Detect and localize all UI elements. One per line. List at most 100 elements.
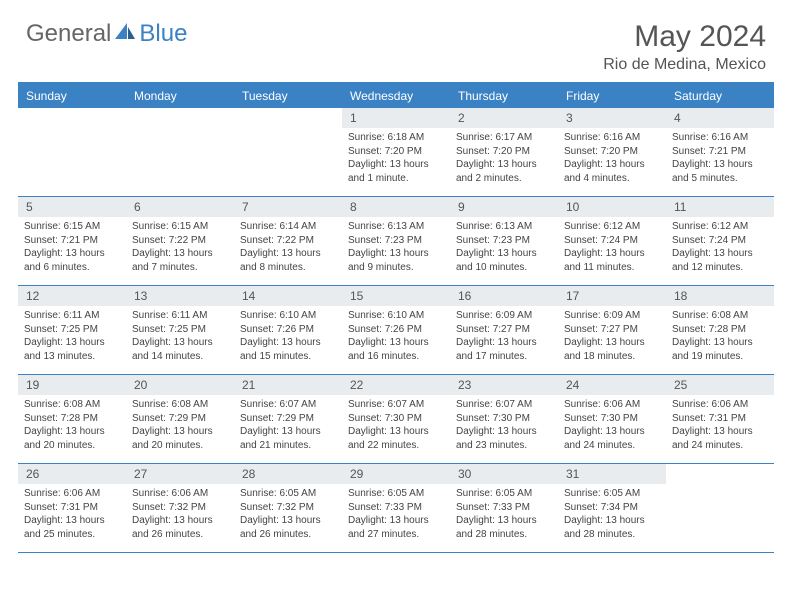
sunrise-text: Sunrise: 6:06 AM (564, 398, 660, 412)
day-content: Sunrise: 6:16 AMSunset: 7:20 PMDaylight:… (558, 128, 666, 189)
sunset-text: Sunset: 7:24 PM (564, 234, 660, 248)
day-number: 3 (558, 108, 666, 128)
daylight-text: Daylight: 13 hours and 18 minutes. (564, 336, 660, 363)
sunrise-text: Sunrise: 6:14 AM (240, 220, 336, 234)
daylight-text: Daylight: 13 hours and 12 minutes. (672, 247, 768, 274)
sunset-text: Sunset: 7:29 PM (240, 412, 336, 426)
day-content: Sunrise: 6:09 AMSunset: 7:27 PMDaylight:… (450, 306, 558, 367)
sunset-text: Sunset: 7:23 PM (348, 234, 444, 248)
day-content: Sunrise: 6:05 AMSunset: 7:33 PMDaylight:… (342, 484, 450, 545)
week-row: 12Sunrise: 6:11 AMSunset: 7:25 PMDayligh… (18, 286, 774, 375)
weekday-saturday: Saturday (666, 84, 774, 108)
sunset-text: Sunset: 7:20 PM (564, 145, 660, 159)
sunset-text: Sunset: 7:24 PM (672, 234, 768, 248)
day-content: Sunrise: 6:06 AMSunset: 7:30 PMDaylight:… (558, 395, 666, 456)
sunset-text: Sunset: 7:28 PM (672, 323, 768, 337)
day-cell: 10Sunrise: 6:12 AMSunset: 7:24 PMDayligh… (558, 197, 666, 285)
day-cell: 4Sunrise: 6:16 AMSunset: 7:21 PMDaylight… (666, 108, 774, 196)
day-content: Sunrise: 6:14 AMSunset: 7:22 PMDaylight:… (234, 217, 342, 278)
day-cell: 20Sunrise: 6:08 AMSunset: 7:29 PMDayligh… (126, 375, 234, 463)
day-number: 30 (450, 464, 558, 484)
daylight-text: Daylight: 13 hours and 14 minutes. (132, 336, 228, 363)
weekday-wednesday: Wednesday (342, 84, 450, 108)
sunrise-text: Sunrise: 6:09 AM (456, 309, 552, 323)
daylight-text: Daylight: 13 hours and 13 minutes. (24, 336, 120, 363)
sunset-text: Sunset: 7:27 PM (456, 323, 552, 337)
week-row: 5Sunrise: 6:15 AMSunset: 7:21 PMDaylight… (18, 197, 774, 286)
daylight-text: Daylight: 13 hours and 11 minutes. (564, 247, 660, 274)
sunset-text: Sunset: 7:34 PM (564, 501, 660, 515)
daylight-text: Daylight: 13 hours and 25 minutes. (24, 514, 120, 541)
day-content: Sunrise: 6:08 AMSunset: 7:29 PMDaylight:… (126, 395, 234, 456)
day-cell: 31Sunrise: 6:05 AMSunset: 7:34 PMDayligh… (558, 464, 666, 552)
sunrise-text: Sunrise: 6:08 AM (24, 398, 120, 412)
sunrise-text: Sunrise: 6:06 AM (672, 398, 768, 412)
sunrise-text: Sunrise: 6:10 AM (348, 309, 444, 323)
sunrise-text: Sunrise: 6:06 AM (132, 487, 228, 501)
day-number: 17 (558, 286, 666, 306)
daylight-text: Daylight: 13 hours and 28 minutes. (564, 514, 660, 541)
day-number: 13 (126, 286, 234, 306)
daylight-text: Daylight: 13 hours and 17 minutes. (456, 336, 552, 363)
sunset-text: Sunset: 7:26 PM (348, 323, 444, 337)
day-cell: 8Sunrise: 6:13 AMSunset: 7:23 PMDaylight… (342, 197, 450, 285)
day-cell: 9Sunrise: 6:13 AMSunset: 7:23 PMDaylight… (450, 197, 558, 285)
sunrise-text: Sunrise: 6:15 AM (24, 220, 120, 234)
weekday-tuesday: Tuesday (234, 84, 342, 108)
logo-text-part2: Blue (139, 20, 187, 48)
daylight-text: Daylight: 13 hours and 26 minutes. (240, 514, 336, 541)
day-content: Sunrise: 6:09 AMSunset: 7:27 PMDaylight:… (558, 306, 666, 367)
month-title: May 2024 (603, 20, 766, 54)
day-cell: 18Sunrise: 6:08 AMSunset: 7:28 PMDayligh… (666, 286, 774, 374)
sunset-text: Sunset: 7:33 PM (456, 501, 552, 515)
daylight-text: Daylight: 13 hours and 21 minutes. (240, 425, 336, 452)
location-label: Rio de Medina, Mexico (603, 56, 766, 74)
daylight-text: Daylight: 13 hours and 22 minutes. (348, 425, 444, 452)
sunset-text: Sunset: 7:32 PM (240, 501, 336, 515)
sunrise-text: Sunrise: 6:11 AM (24, 309, 120, 323)
sunrise-text: Sunrise: 6:05 AM (564, 487, 660, 501)
day-number: 20 (126, 375, 234, 395)
day-number: 19 (18, 375, 126, 395)
daylight-text: Daylight: 13 hours and 23 minutes. (456, 425, 552, 452)
empty-day-cell (126, 108, 234, 196)
day-content: Sunrise: 6:13 AMSunset: 7:23 PMDaylight:… (342, 217, 450, 278)
title-block: May 2024 Rio de Medina, Mexico (603, 20, 766, 74)
day-number: 26 (18, 464, 126, 484)
sunset-text: Sunset: 7:25 PM (132, 323, 228, 337)
day-cell: 7Sunrise: 6:14 AMSunset: 7:22 PMDaylight… (234, 197, 342, 285)
day-cell: 21Sunrise: 6:07 AMSunset: 7:29 PMDayligh… (234, 375, 342, 463)
sunrise-text: Sunrise: 6:13 AM (348, 220, 444, 234)
daylight-text: Daylight: 13 hours and 6 minutes. (24, 247, 120, 274)
day-number: 7 (234, 197, 342, 217)
day-cell: 6Sunrise: 6:15 AMSunset: 7:22 PMDaylight… (126, 197, 234, 285)
sunrise-text: Sunrise: 6:18 AM (348, 131, 444, 145)
sunrise-text: Sunrise: 6:17 AM (456, 131, 552, 145)
day-number: 15 (342, 286, 450, 306)
sunset-text: Sunset: 7:31 PM (672, 412, 768, 426)
sunset-text: Sunset: 7:32 PM (132, 501, 228, 515)
sunset-text: Sunset: 7:21 PM (24, 234, 120, 248)
sunrise-text: Sunrise: 6:16 AM (564, 131, 660, 145)
day-cell: 3Sunrise: 6:16 AMSunset: 7:20 PMDaylight… (558, 108, 666, 196)
daylight-text: Daylight: 13 hours and 27 minutes. (348, 514, 444, 541)
day-number: 5 (18, 197, 126, 217)
day-number: 29 (342, 464, 450, 484)
day-content: Sunrise: 6:05 AMSunset: 7:34 PMDaylight:… (558, 484, 666, 545)
day-cell: 5 Sunrise: 6:15 AMSunset: 7:21 PMDaylight… (18, 197, 126, 285)
sunset-text: Sunset: 7:20 PM (348, 145, 444, 159)
day-number: 23 (450, 375, 558, 395)
sunset-text: Sunset: 7:28 PM (24, 412, 120, 426)
sunset-text: Sunset: 7:29 PM (132, 412, 228, 426)
week-row: 26Sunrise: 6:06 AMSunset: 7:31 PMDayligh… (18, 464, 774, 553)
day-cell: 29Sunrise: 6:05 AMSunset: 7:33 PMDayligh… (342, 464, 450, 552)
sunrise-text: Sunrise: 6:08 AM (132, 398, 228, 412)
sunrise-text: Sunrise: 6:10 AM (240, 309, 336, 323)
day-cell: 13Sunrise: 6:11 AMSunset: 7:25 PMDayligh… (126, 286, 234, 374)
day-cell: 17Sunrise: 6:09 AMSunset: 7:27 PMDayligh… (558, 286, 666, 374)
day-number: 16 (450, 286, 558, 306)
weeks-container: 1Sunrise: 6:18 AMSunset: 7:20 PMDaylight… (18, 108, 774, 553)
day-number: 1 (342, 108, 450, 128)
sunrise-text: Sunrise: 6:12 AM (564, 220, 660, 234)
empty-day-cell (666, 464, 774, 552)
